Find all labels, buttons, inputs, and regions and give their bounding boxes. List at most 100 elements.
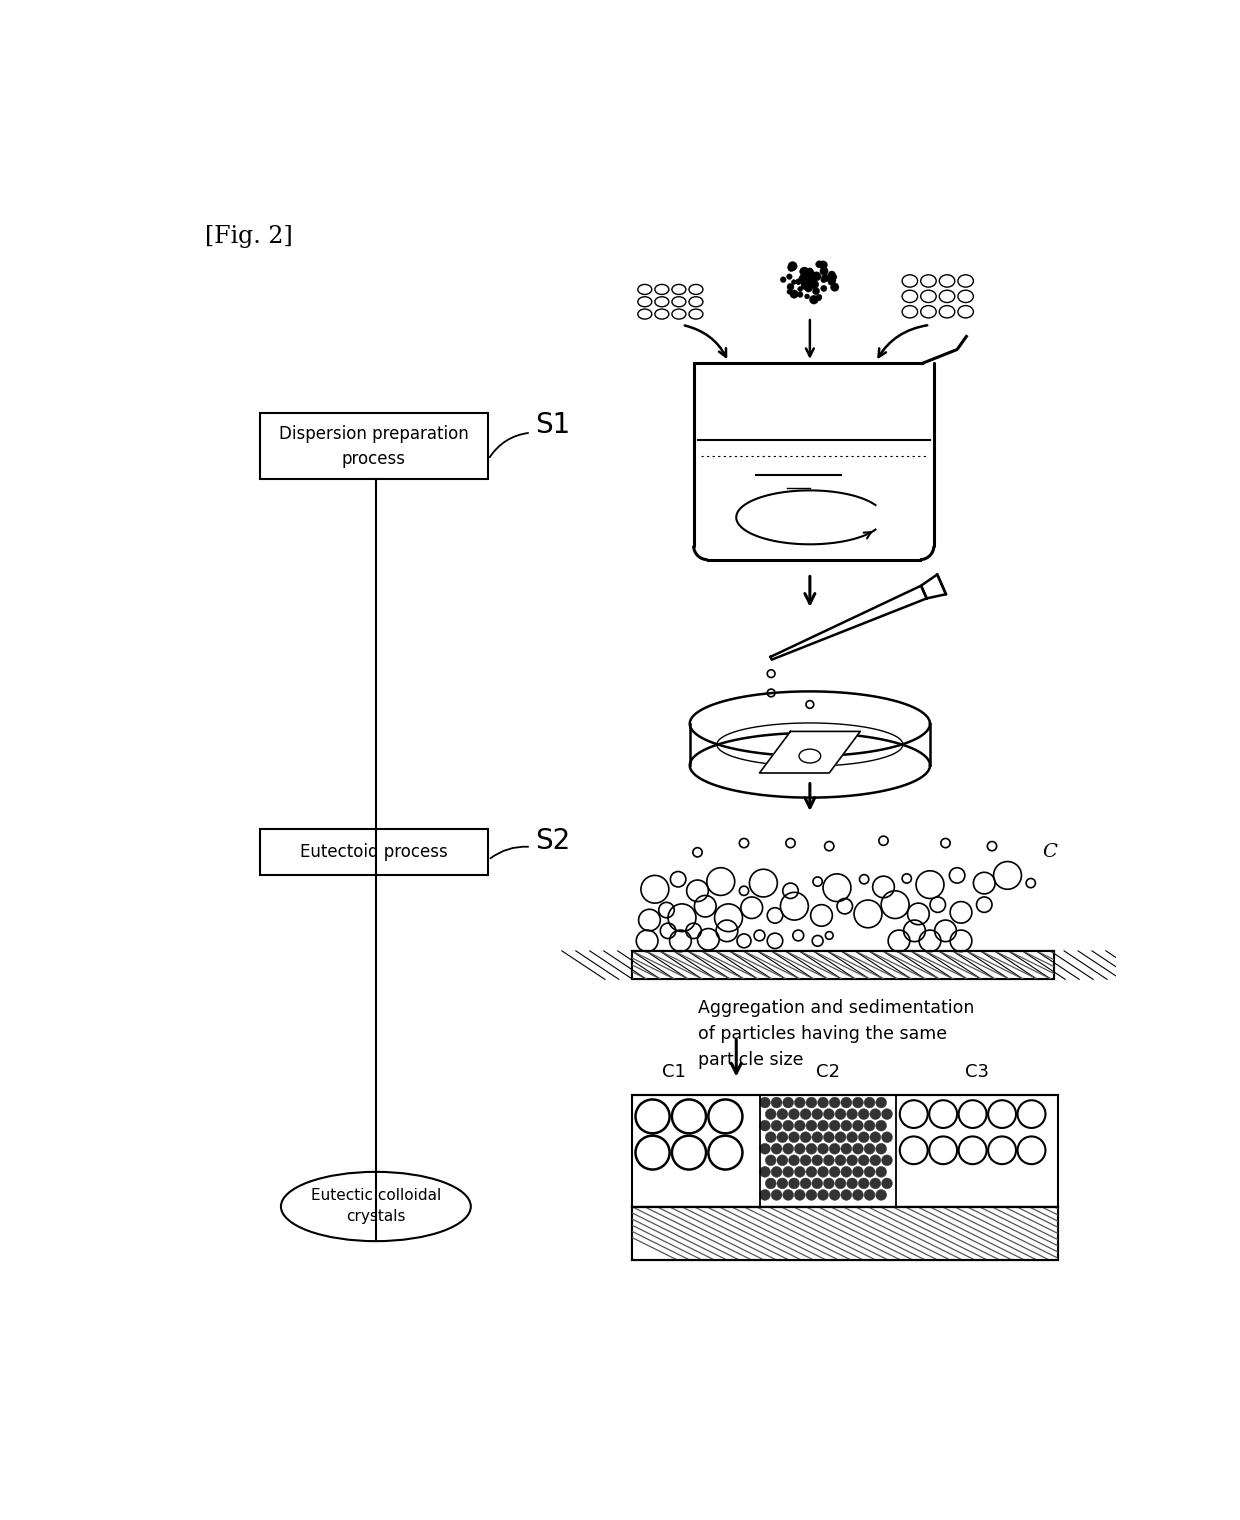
Circle shape [801, 283, 806, 289]
Circle shape [795, 1120, 805, 1131]
Circle shape [759, 1097, 770, 1108]
Circle shape [816, 261, 823, 268]
Circle shape [782, 1143, 794, 1154]
Circle shape [807, 277, 815, 284]
Circle shape [864, 1120, 875, 1131]
Circle shape [801, 278, 810, 287]
Circle shape [771, 1143, 782, 1154]
Circle shape [835, 1132, 846, 1143]
Circle shape [811, 281, 818, 289]
Circle shape [759, 1143, 770, 1154]
Circle shape [804, 281, 808, 286]
Circle shape [782, 1190, 794, 1201]
Circle shape [820, 268, 828, 275]
Circle shape [804, 280, 810, 286]
Circle shape [800, 268, 808, 277]
Bar [631, 952, 1054, 979]
Circle shape [870, 1108, 880, 1120]
Circle shape [801, 274, 808, 280]
Circle shape [810, 272, 817, 278]
Circle shape [853, 1097, 863, 1108]
Text: S2: S2 [534, 827, 570, 854]
Circle shape [821, 286, 827, 292]
Circle shape [765, 1132, 776, 1143]
Bar [259, 830, 489, 876]
Circle shape [796, 278, 801, 284]
Circle shape [807, 277, 813, 283]
Circle shape [812, 272, 821, 281]
Text: C1: C1 [662, 1062, 686, 1081]
Polygon shape [770, 585, 926, 660]
Circle shape [771, 1120, 782, 1131]
Circle shape [821, 274, 830, 281]
Circle shape [789, 1108, 800, 1120]
Circle shape [835, 1155, 846, 1166]
Circle shape [795, 1097, 805, 1108]
Circle shape [882, 1108, 893, 1120]
Circle shape [771, 1097, 782, 1108]
Circle shape [823, 1108, 835, 1120]
Circle shape [797, 286, 802, 292]
Circle shape [806, 1190, 817, 1201]
Circle shape [787, 283, 794, 290]
Circle shape [811, 284, 817, 289]
Text: Eutectoid process: Eutectoid process [300, 844, 448, 862]
Circle shape [782, 1097, 794, 1108]
Circle shape [786, 274, 792, 280]
Circle shape [789, 1155, 800, 1166]
Circle shape [800, 1132, 811, 1143]
Circle shape [864, 1143, 875, 1154]
Circle shape [847, 1132, 858, 1143]
Circle shape [875, 1097, 887, 1108]
Circle shape [882, 1178, 893, 1189]
Circle shape [841, 1190, 852, 1201]
Text: C2: C2 [816, 1062, 839, 1081]
Circle shape [777, 1155, 787, 1166]
Circle shape [789, 1132, 800, 1143]
Circle shape [835, 1108, 846, 1120]
Circle shape [817, 1166, 828, 1176]
Circle shape [823, 1178, 835, 1189]
Circle shape [800, 1155, 811, 1166]
Circle shape [830, 1190, 841, 1201]
Circle shape [841, 1143, 852, 1154]
Circle shape [858, 1108, 869, 1120]
Circle shape [864, 1097, 875, 1108]
Polygon shape [759, 731, 861, 774]
Circle shape [800, 1178, 811, 1189]
Circle shape [817, 1190, 828, 1201]
Circle shape [806, 1166, 817, 1176]
Circle shape [858, 1155, 869, 1166]
Text: Aggregation and sedimentation
of particles having the same
particle size: Aggregation and sedimentation of particl… [697, 999, 973, 1070]
Circle shape [831, 283, 839, 292]
Circle shape [799, 275, 806, 283]
Circle shape [789, 1178, 800, 1189]
Circle shape [796, 280, 801, 284]
Circle shape [805, 284, 812, 292]
Circle shape [787, 289, 792, 295]
Circle shape [787, 266, 794, 271]
Circle shape [795, 1166, 805, 1176]
Circle shape [812, 1178, 822, 1189]
Circle shape [821, 266, 826, 271]
Circle shape [787, 263, 796, 272]
Circle shape [789, 261, 797, 271]
Circle shape [847, 1108, 858, 1120]
Circle shape [806, 269, 813, 277]
Circle shape [812, 1108, 822, 1120]
Circle shape [853, 1166, 863, 1176]
Circle shape [870, 1155, 880, 1166]
Text: S1: S1 [534, 410, 570, 439]
Polygon shape [921, 575, 946, 599]
Circle shape [771, 1166, 782, 1176]
Circle shape [777, 1178, 787, 1189]
Circle shape [821, 277, 827, 283]
Circle shape [791, 292, 797, 298]
Circle shape [765, 1178, 776, 1189]
Circle shape [805, 293, 810, 299]
Circle shape [782, 1120, 794, 1131]
Circle shape [870, 1178, 880, 1189]
Circle shape [828, 280, 833, 286]
Circle shape [800, 274, 808, 281]
Circle shape [812, 1132, 822, 1143]
